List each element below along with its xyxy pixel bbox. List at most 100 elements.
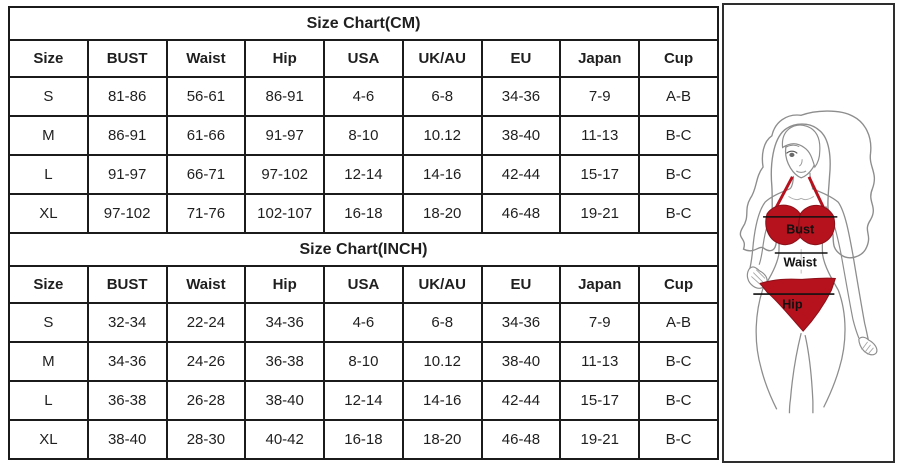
column-header: UK/AU bbox=[401, 265, 483, 304]
hair-bang bbox=[781, 124, 821, 169]
body-measurement-illustration: Bust Waist Hip bbox=[739, 110, 878, 414]
right-leg-outer-line bbox=[823, 289, 846, 408]
value-cell: 97-102 bbox=[86, 193, 168, 234]
value-cell: 36-38 bbox=[244, 341, 326, 382]
value-cell: 91-97 bbox=[244, 115, 326, 156]
right-leg-inner-line bbox=[804, 334, 814, 414]
eye-pupil bbox=[789, 152, 795, 157]
value-cell: 10.12 bbox=[401, 341, 483, 382]
value-cell: 18-20 bbox=[401, 193, 483, 234]
value-cell: 18-20 bbox=[401, 419, 483, 460]
value-cell: 28-30 bbox=[165, 419, 247, 460]
value-cell: B-C bbox=[638, 154, 719, 195]
value-cell: 4-6 bbox=[323, 76, 404, 117]
value-cell: 24-26 bbox=[165, 341, 247, 382]
value-cell: 11-13 bbox=[559, 341, 641, 382]
value-cell: 91-97 bbox=[86, 154, 168, 195]
table-title: Size Chart(CM) bbox=[8, 6, 719, 41]
table-row: L 91-97 66-71 97-102 12-14 14-16 42-44 15-17 B-C bbox=[8, 154, 719, 195]
column-header: Waist bbox=[165, 265, 247, 304]
value-cell: 38-40 bbox=[244, 380, 326, 421]
right-hand bbox=[858, 336, 878, 356]
column-header: Hip bbox=[244, 265, 326, 304]
right-arm-inner-line bbox=[825, 205, 860, 339]
column-header: Japan bbox=[559, 265, 641, 304]
value-cell: 97-102 bbox=[244, 154, 326, 195]
value-cell: B-C bbox=[638, 115, 719, 156]
column-header: BUST bbox=[86, 39, 168, 78]
size-cell: S bbox=[8, 76, 89, 117]
column-header: EU bbox=[480, 265, 562, 304]
size-cell: L bbox=[8, 154, 89, 195]
value-cell: 11-13 bbox=[559, 115, 641, 156]
value-cell: B-C bbox=[638, 193, 719, 234]
left-hand-fingers bbox=[751, 269, 766, 286]
table-title-row: Size Chart(INCH) bbox=[8, 232, 719, 267]
column-header: Size bbox=[8, 39, 89, 78]
value-cell: 38-40 bbox=[480, 115, 562, 156]
value-cell: 12-14 bbox=[323, 380, 404, 421]
value-cell: 42-44 bbox=[480, 380, 562, 421]
value-cell: 10.12 bbox=[401, 115, 483, 156]
value-cell: 102-107 bbox=[244, 193, 326, 234]
value-cell: 86-91 bbox=[244, 76, 326, 117]
value-cell: 14-16 bbox=[401, 154, 483, 195]
value-cell: 6-8 bbox=[401, 76, 483, 117]
value-cell: 66-71 bbox=[165, 154, 247, 195]
column-header: Waist bbox=[165, 39, 247, 78]
value-cell: 15-17 bbox=[559, 154, 641, 195]
size-chart-table: Size Chart(CM) Size BUST Waist Hip USA UK/AU EU… bbox=[8, 6, 719, 460]
value-cell: 7-9 bbox=[559, 76, 641, 117]
table-header-row: Size BUST Waist Hip USA UK/AU EU Japan Cup bbox=[8, 265, 719, 304]
value-cell: 16-18 bbox=[323, 193, 404, 234]
left-arm-line bbox=[748, 187, 791, 271]
column-header: Hip bbox=[244, 39, 326, 78]
value-cell: 7-9 bbox=[559, 302, 641, 343]
table-row: S 81-86 56-61 86-91 4-6 6-8 34-36 7-9 A-B bbox=[8, 76, 719, 117]
table-row: S 32-34 22-24 34-36 4-6 6-8 34-36 7-9 A-B bbox=[8, 302, 719, 343]
value-cell: B-C bbox=[638, 419, 719, 460]
value-cell: 32-34 bbox=[86, 302, 168, 343]
value-cell: B-C bbox=[638, 380, 719, 421]
column-header: BUST bbox=[86, 265, 168, 304]
size-cell: XL bbox=[8, 193, 89, 234]
size-cell: M bbox=[8, 341, 89, 382]
value-cell: 46-48 bbox=[480, 193, 562, 234]
hair-outline bbox=[739, 110, 876, 259]
value-cell: 61-66 bbox=[165, 115, 247, 156]
value-cell: 56-61 bbox=[165, 76, 247, 117]
measurement-figure-panel: Bust Waist Hip bbox=[722, 3, 895, 463]
value-cell: 16-18 bbox=[323, 419, 404, 460]
right-arm-line bbox=[811, 187, 870, 342]
column-header: Japan bbox=[559, 39, 641, 78]
table-row: L 36-38 26-28 38-40 12-14 14-16 42-44 15-17 B-C bbox=[8, 380, 719, 421]
value-cell: 26-28 bbox=[165, 380, 247, 421]
value-cell: 40-42 bbox=[244, 419, 326, 460]
size-cell: M bbox=[8, 115, 89, 156]
collarbone-lines bbox=[788, 195, 815, 201]
table-title-row: Size Chart(CM) bbox=[8, 6, 719, 41]
right-hand-fingers bbox=[861, 341, 874, 355]
value-cell: 34-36 bbox=[480, 76, 562, 117]
value-cell: 86-91 bbox=[86, 115, 168, 156]
value-cell: 46-48 bbox=[480, 419, 562, 460]
value-cell: 19-21 bbox=[559, 193, 641, 234]
size-cell: S bbox=[8, 302, 89, 343]
value-cell: 38-40 bbox=[480, 341, 562, 382]
hip-label: Hip bbox=[782, 298, 803, 312]
value-cell: 8-10 bbox=[323, 341, 404, 382]
left-leg-inner-line bbox=[788, 332, 802, 414]
table-row: M 34-36 24-26 36-38 8-10 10.12 38-40 11-13 B-C bbox=[8, 341, 719, 382]
table-title: Size Chart(INCH) bbox=[8, 232, 719, 267]
table-row: XL 97-102 71-76 102-107 16-18 18-20 46-48 19-21… bbox=[8, 193, 719, 234]
table-row: XL 38-40 28-30 40-42 16-18 18-20 46-48 19-21 B-C bbox=[8, 419, 719, 460]
table-header-row: Size BUST Waist Hip USA UK/AU EU Japan Cup bbox=[8, 39, 719, 78]
left-leg-outer-line bbox=[755, 287, 778, 410]
value-cell: 34-36 bbox=[86, 341, 168, 382]
value-cell: 42-44 bbox=[480, 154, 562, 195]
value-cell: 12-14 bbox=[323, 154, 404, 195]
value-cell: 14-16 bbox=[401, 380, 483, 421]
value-cell: 22-24 bbox=[165, 302, 247, 343]
value-cell: A-B bbox=[638, 302, 719, 343]
